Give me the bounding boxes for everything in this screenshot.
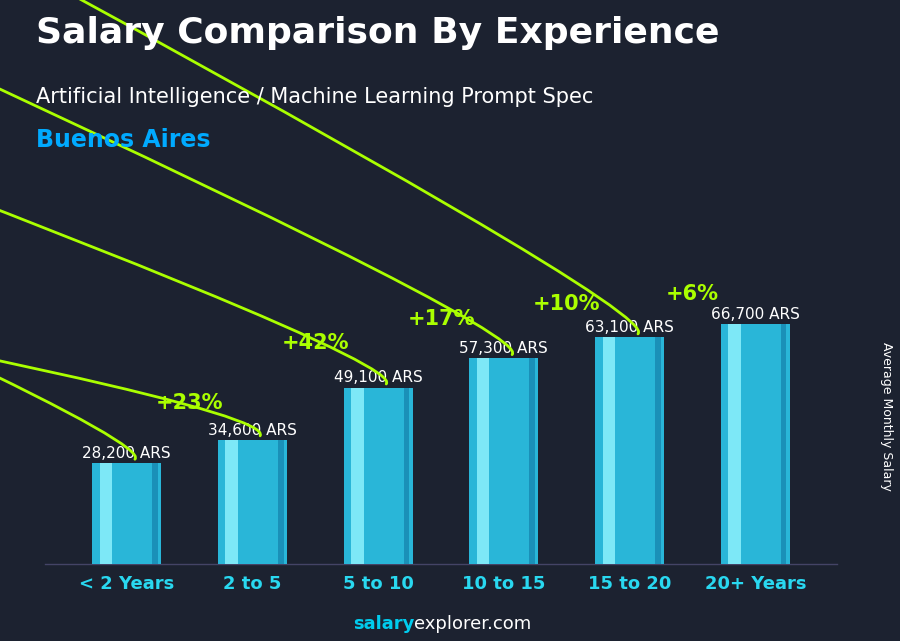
Bar (404, 388, 410, 564)
Text: 63,100 ARS: 63,100 ARS (585, 320, 674, 335)
Text: +6%: +6% (666, 285, 719, 304)
Bar (603, 337, 615, 564)
Bar (152, 463, 158, 564)
Bar (100, 463, 112, 564)
Bar (529, 358, 535, 564)
Bar (344, 388, 413, 564)
Text: Buenos Aires: Buenos Aires (36, 128, 211, 152)
Bar (655, 337, 661, 564)
Bar (226, 440, 238, 564)
Text: salary: salary (353, 615, 414, 633)
Bar (351, 388, 364, 564)
Text: +10%: +10% (533, 294, 600, 314)
Bar (595, 337, 664, 564)
Text: +23%: +23% (156, 393, 223, 413)
Bar (469, 358, 538, 564)
Text: Artificial Intelligence / Machine Learning Prompt Spec: Artificial Intelligence / Machine Learni… (36, 87, 593, 106)
Text: +42%: +42% (282, 333, 349, 353)
Bar (477, 358, 490, 564)
Bar (92, 463, 161, 564)
Text: 34,600 ARS: 34,600 ARS (208, 422, 297, 438)
Bar (278, 440, 284, 564)
Text: Average Monthly Salary: Average Monthly Salary (880, 342, 893, 491)
Text: +17%: +17% (407, 309, 475, 329)
Text: Salary Comparison By Experience: Salary Comparison By Experience (36, 16, 719, 50)
Bar (728, 324, 741, 564)
Bar (218, 440, 287, 564)
Bar (721, 324, 790, 564)
Text: 57,300 ARS: 57,300 ARS (460, 341, 548, 356)
Text: explorer.com: explorer.com (414, 615, 531, 633)
Bar (781, 324, 787, 564)
Text: 28,200 ARS: 28,200 ARS (83, 445, 171, 460)
Text: 49,100 ARS: 49,100 ARS (334, 370, 422, 385)
Text: 66,700 ARS: 66,700 ARS (711, 307, 800, 322)
